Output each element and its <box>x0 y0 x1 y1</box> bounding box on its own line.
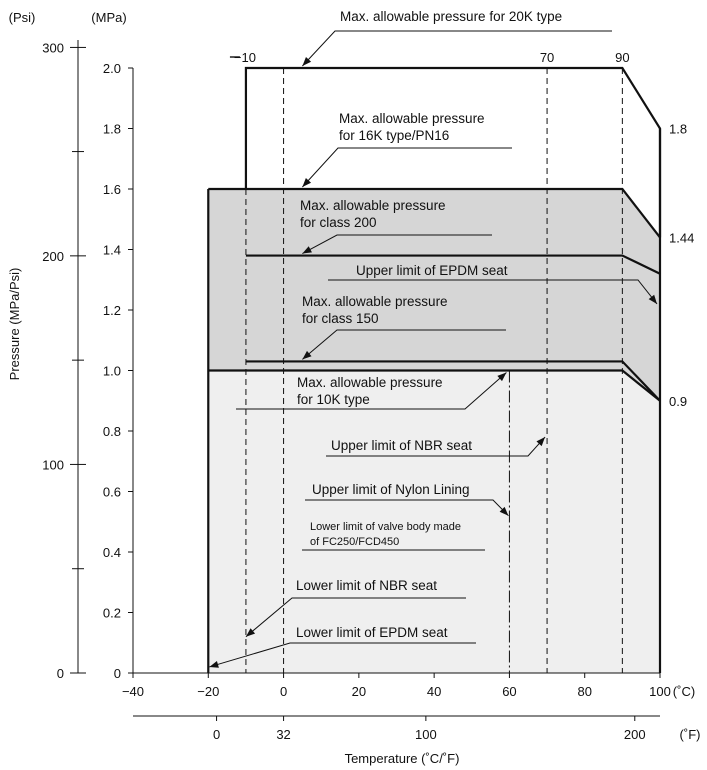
top-label-70: 70 <box>540 50 554 65</box>
x-tick-label-c-3: 20 <box>352 684 366 699</box>
y-tick-label-mpa-3: 0.6 <box>103 485 121 500</box>
chart-annotations: Max. allowable pressure for 20K type Max.… <box>209 9 658 668</box>
annotation-epdm-upper-leader <box>328 279 658 305</box>
y-tick-label-mpa-1: 0.2 <box>103 606 121 621</box>
x-unit-celsius: (˚C) <box>673 684 695 699</box>
y-tick-label-psi-1: 100 <box>42 457 64 472</box>
x-tick-label-c-0: −40 <box>122 684 144 699</box>
x-tick-label-f-0: 0 <box>213 727 220 742</box>
annotation-10k-arrowhead <box>497 372 507 382</box>
y-tick-label-mpa-4: 0.8 <box>103 424 121 439</box>
x-unit-fahrenheit: (˚F) <box>680 727 701 742</box>
annotation-16k-arrowhead <box>302 177 312 187</box>
series-16k-pn16 <box>208 187 661 239</box>
chart-series <box>208 66 662 402</box>
annotation-20k-line-0: Max. allowable pressure for 20K type <box>340 9 562 24</box>
value-label-1-8: 1.8 <box>669 122 687 137</box>
annotation-20k-leader <box>302 30 612 67</box>
x-tick-label-c-2: 0 <box>280 684 287 699</box>
chart-labels: −40 −20 0 20 40 60 80 100 (˚C)0 32 100 200 (˚F)Tempe… <box>7 10 700 766</box>
annotation-class150-line-1: for class 150 <box>302 311 379 326</box>
annotation-10k-line-0: Max. allowable pressure <box>297 375 443 390</box>
y-tick-label-mpa-5: 1.0 <box>103 364 121 379</box>
y-tick-label-mpa-2: 0.4 <box>103 545 121 560</box>
value-label-0-9: 0.9 <box>669 394 687 409</box>
annotation-nylon-line-0: Upper limit of Nylon Lining <box>312 482 470 497</box>
annotation-epdm-upper-arrowhead <box>648 294 657 304</box>
y-unit-mpa: (MPa) <box>91 10 126 25</box>
annotation-epdm-lower-leader <box>209 642 476 668</box>
annotation-nbr-lower-arrowhead <box>245 628 256 637</box>
annotation-class150-leader <box>302 329 506 360</box>
annotation-epdm-lower-arrowhead <box>209 661 219 668</box>
x-tick-label-c-7: 100 <box>649 684 671 699</box>
annotation-nbr-upper-line-0: Upper limit of NBR seat <box>331 438 472 453</box>
x-axis-title: Temperature (˚C/˚F) <box>345 751 460 766</box>
y-axis-title: Pressure (MPa/Psi) <box>7 268 22 381</box>
chart-axes <box>70 40 661 721</box>
region-10k-envelope <box>208 370 661 673</box>
annotation-class150-arrowhead <box>302 350 312 360</box>
y-tick-label-mpa-7: 1.4 <box>103 243 121 258</box>
annotation-body-line-1: of FC250/FCD450 <box>310 536 399 548</box>
annotation-nbr-upper-arrowhead <box>536 437 546 447</box>
annotation-20k-arrowhead <box>302 57 312 66</box>
annotation-epdm-lower-line-0: Lower limit of EPDM seat <box>296 625 448 640</box>
top-label-90: 90 <box>615 50 629 65</box>
chart-regions <box>208 189 661 673</box>
y-tick-label-psi-0: 0 <box>57 666 64 681</box>
value-label-1-44: 1.44 <box>669 230 694 245</box>
annotation-nbr-lower-leader <box>245 597 466 638</box>
annotation-class200-leader <box>302 234 492 254</box>
y-tick-label-mpa-10: 2.0 <box>103 61 121 76</box>
annotation-class150-line-0: Max. allowable pressure <box>302 294 448 309</box>
annotation-class200-line-1: for class 200 <box>300 215 377 230</box>
annotation-16k-line-1: for 16K type/PN16 <box>339 128 449 143</box>
annotation-nylon-arrowhead <box>499 506 509 516</box>
y-tick-label-mpa-6: 1.2 <box>103 303 121 318</box>
x-tick-label-c-6: 80 <box>577 684 591 699</box>
y-tick-label-psi-3: 300 <box>42 40 64 55</box>
annotation-body-line-0: Lower limit of valve body made <box>310 521 461 533</box>
x-tick-label-f-1: 32 <box>276 727 290 742</box>
series-10k <box>208 369 661 402</box>
series-20k <box>244 66 662 238</box>
annotation-class200-line-0: Max. allowable pressure <box>300 198 446 213</box>
annotation-10k-line-1: for 10K type <box>297 392 370 407</box>
annotation-nbr-lower-line-0: Lower limit of NBR seat <box>296 578 437 593</box>
top-label-minus10: −10 <box>234 50 256 65</box>
y-unit-psi: (Psi) <box>9 10 36 25</box>
y-tick-label-psi-2: 200 <box>42 249 64 264</box>
y-tick-label-mpa-8: 1.6 <box>103 182 121 197</box>
y-tick-label-mpa-0: 0 <box>114 666 121 681</box>
annotation-epdm-upper-line-0: Upper limit of EPDM seat <box>356 263 508 278</box>
x-tick-label-c-4: 40 <box>427 684 441 699</box>
series-class-200 <box>245 254 661 275</box>
annotation-10k-leader <box>236 372 507 410</box>
series-class-150 <box>245 360 661 402</box>
y-tick-label-mpa-9: 1.8 <box>103 122 121 137</box>
annotation-class200-arrowhead <box>302 246 312 254</box>
x-tick-label-f-3: 200 <box>624 727 646 742</box>
annotation-16k-line-0: Max. allowable pressure <box>339 111 485 126</box>
x-tick-label-c-5: 60 <box>502 684 516 699</box>
x-tick-label-f-2: 100 <box>415 727 437 742</box>
annotation-16k-leader <box>302 147 512 188</box>
x-tick-label-c-1: −20 <box>197 684 219 699</box>
